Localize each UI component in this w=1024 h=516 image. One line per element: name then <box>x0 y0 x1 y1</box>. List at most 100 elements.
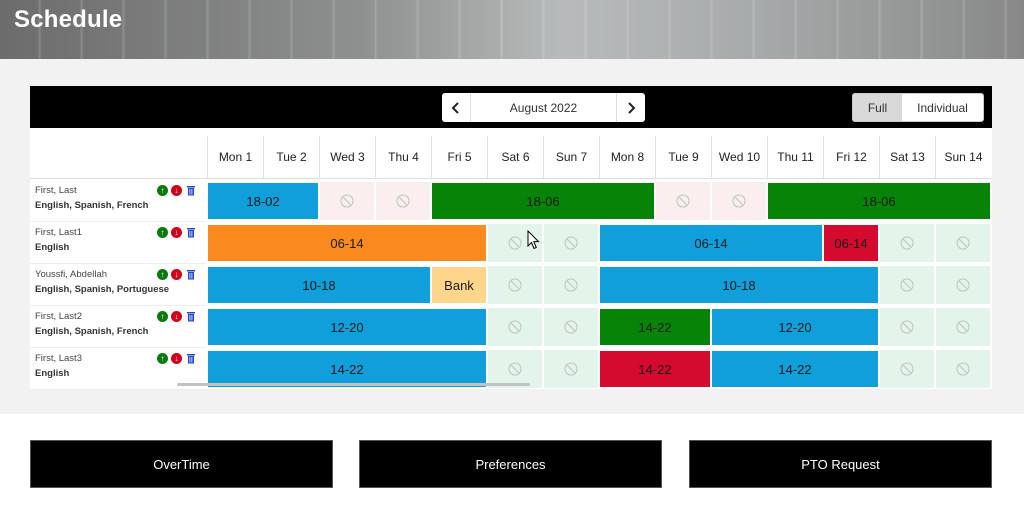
off-day-cell[interactable] <box>544 266 598 304</box>
delete-icon[interactable] <box>185 269 196 280</box>
unavailable-icon <box>956 362 970 376</box>
day-header: Sat 6 <box>487 136 543 178</box>
day-header: Tue 2 <box>263 136 319 178</box>
delete-icon[interactable] <box>185 311 196 322</box>
unavailable-icon <box>508 278 522 292</box>
overtime-button[interactable]: OverTime <box>30 440 333 488</box>
schedule-panel: August 2022 Full Individual Mon 1 Tue 2 We… <box>30 86 992 390</box>
day-header: Sun 14 <box>935 136 991 178</box>
employee-row-header: Youssfi, Abdellah English, Spanish, Portu… <box>30 264 206 306</box>
off-day-cell[interactable] <box>320 182 374 220</box>
row-actions: ↑ ↓ <box>157 311 196 322</box>
current-month-label: August 2022 <box>509 100 578 115</box>
day-header: Mon 1 <box>207 136 263 178</box>
shift-block[interactable]: 14-22 <box>600 351 710 387</box>
row-actions: ↑ ↓ <box>157 227 196 238</box>
shift-block[interactable]: 12-20 <box>712 309 878 345</box>
off-day-cell[interactable] <box>936 308 990 346</box>
day-header: Thu 4 <box>375 136 431 178</box>
move-up-icon[interactable]: ↑ <box>157 311 168 322</box>
shift-block[interactable]: 06-14 <box>600 225 822 261</box>
employee-name: Youssfi, Abdellah <box>35 269 108 280</box>
move-down-icon[interactable]: ↓ <box>171 185 182 196</box>
shift-block[interactable]: 14-22 <box>600 309 710 345</box>
shift-block[interactable]: 12-20 <box>208 309 486 345</box>
chevron-left-icon <box>451 101 459 114</box>
off-day-cell[interactable] <box>880 224 934 262</box>
employee-name: First, Last <box>35 185 77 196</box>
delete-icon[interactable] <box>185 185 196 196</box>
off-day-cell[interactable] <box>544 224 598 262</box>
employee-languages: English <box>35 242 70 253</box>
employee-row-header: First, Last2 English, Spanish, French ↑ ↓ <box>30 306 206 348</box>
move-down-icon[interactable]: ↓ <box>171 311 182 322</box>
day-header: Sat 13 <box>879 136 935 178</box>
page-header: Schedule <box>0 0 1024 59</box>
off-day-cell[interactable] <box>376 182 430 220</box>
day-header: Tue 9 <box>655 136 711 178</box>
unavailable-icon <box>900 236 914 250</box>
off-day-cell[interactable] <box>488 350 542 388</box>
off-day-cell[interactable] <box>488 308 542 346</box>
move-down-icon[interactable]: ↓ <box>171 269 182 280</box>
employee-name: First, Last2 <box>35 311 82 322</box>
off-day-cell[interactable] <box>712 182 766 220</box>
employee-name: First, Last1 <box>35 227 82 238</box>
off-day-cell[interactable] <box>936 350 990 388</box>
unavailable-icon <box>564 236 578 250</box>
shift-block[interactable]: 06-14 <box>208 225 486 261</box>
unavailable-icon <box>508 362 522 376</box>
day-header: Mon 8 <box>599 136 655 178</box>
shift-block[interactable]: 18-06 <box>432 183 654 219</box>
shift-block[interactable]: 14-22 <box>712 351 878 387</box>
move-up-icon[interactable]: ↑ <box>157 185 168 196</box>
shift-block[interactable]: 14-22 <box>208 351 486 387</box>
row-actions: ↑ ↓ <box>157 353 196 364</box>
row-actions: ↑ ↓ <box>157 269 196 280</box>
mouse-cursor-icon <box>527 230 540 250</box>
off-day-cell[interactable] <box>544 350 598 388</box>
off-day-cell[interactable] <box>936 224 990 262</box>
schedule-toolbar: August 2022 Full Individual <box>30 86 992 128</box>
horizontal-scrollbar[interactable] <box>177 383 530 386</box>
move-down-icon[interactable]: ↓ <box>171 227 182 238</box>
row-actions: ↑ ↓ <box>157 185 196 196</box>
off-day-cell[interactable] <box>880 266 934 304</box>
shift-block[interactable]: 18-06 <box>768 183 990 219</box>
action-bar: OverTime Preferences PTO Request <box>0 414 1024 516</box>
next-month-button[interactable] <box>616 93 645 122</box>
header-background-image <box>0 0 1024 59</box>
off-day-cell[interactable] <box>544 308 598 346</box>
unavailable-icon <box>564 362 578 376</box>
chevron-right-icon <box>628 101 636 114</box>
off-day-cell[interactable] <box>656 182 710 220</box>
shift-block[interactable]: 10-18 <box>600 267 878 303</box>
pto-request-button[interactable]: PTO Request <box>689 440 992 488</box>
off-day-cell[interactable] <box>488 266 542 304</box>
header-divider <box>30 178 992 179</box>
move-down-icon[interactable]: ↓ <box>171 353 182 364</box>
move-up-icon[interactable]: ↑ <box>157 353 168 364</box>
off-day-cell[interactable] <box>936 266 990 304</box>
unavailable-icon <box>900 278 914 292</box>
delete-icon[interactable] <box>185 353 196 364</box>
shift-block[interactable]: Bank <box>432 267 486 303</box>
off-day-cell[interactable] <box>880 350 934 388</box>
unavailable-icon <box>956 236 970 250</box>
move-up-icon[interactable]: ↑ <box>157 269 168 280</box>
delete-icon[interactable] <box>185 227 196 238</box>
shift-block[interactable]: 10-18 <box>208 267 430 303</box>
unavailable-icon <box>900 320 914 334</box>
view-full-button[interactable]: Full <box>853 94 902 121</box>
preferences-button[interactable]: Preferences <box>359 440 662 488</box>
shift-block[interactable]: 06-14 <box>824 225 878 261</box>
shift-block[interactable]: 18-02 <box>208 183 318 219</box>
view-individual-button[interactable]: Individual <box>917 100 968 115</box>
move-up-icon[interactable]: ↑ <box>157 227 168 238</box>
off-day-cell[interactable] <box>880 308 934 346</box>
day-header: Thu 11 <box>767 136 823 178</box>
prev-month-button[interactable] <box>442 93 471 122</box>
unavailable-icon <box>396 194 410 208</box>
page-title: Schedule <box>14 6 123 33</box>
unavailable-icon <box>956 320 970 334</box>
